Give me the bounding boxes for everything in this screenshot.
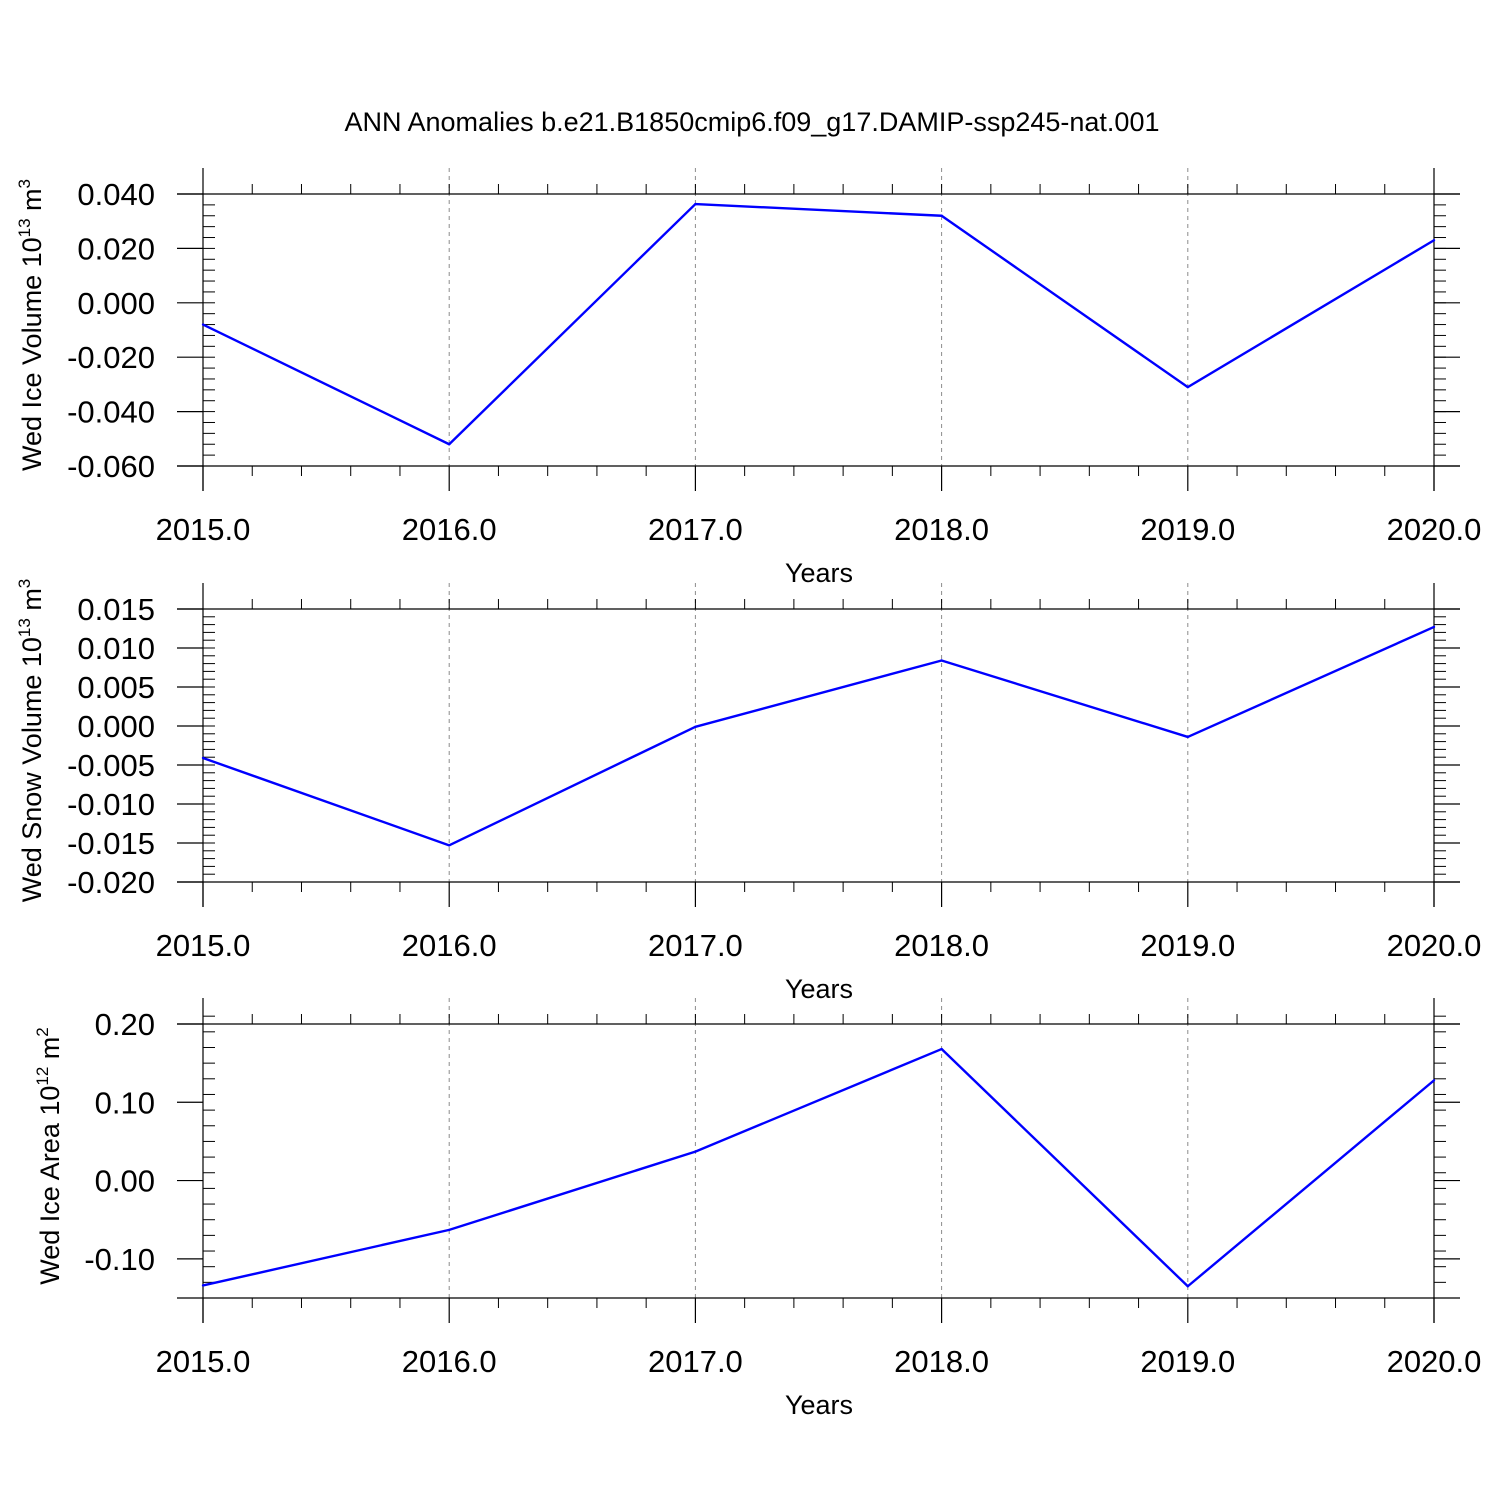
y-tick-label: -0.10 [84, 1242, 155, 1277]
data-point [694, 1150, 697, 1153]
y-tick-label: 0.010 [77, 631, 155, 666]
x-tick-label: 2019.0 [1140, 1344, 1235, 1379]
data-point [201, 323, 205, 326]
x-tick-label: 2017.0 [648, 1344, 743, 1379]
panel-3: -0.10 0.00 0.10 0.20 2015.0 2016.0 2017.0 2018.… [33, 998, 1481, 1420]
data-point [448, 844, 451, 847]
data-point [1432, 239, 1436, 242]
data-point [201, 756, 205, 760]
y-axis-label-superscript: 3 [15, 579, 34, 588]
y-tick-label: -0.005 [67, 748, 155, 783]
y-tick-label: -0.040 [67, 395, 155, 430]
data-point [448, 1228, 451, 1232]
data-point [1186, 1285, 1190, 1288]
series-line [202, 625, 1435, 847]
data-point [940, 214, 943, 217]
x-tick-label: 2018.0 [894, 512, 989, 547]
x-tick-label: 2016.0 [402, 512, 497, 547]
y-tick-label: 0.10 [95, 1085, 155, 1120]
y-tick-label: 0.000 [77, 286, 155, 321]
series-line [202, 1047, 1435, 1288]
x-axis-label: Years [785, 558, 853, 588]
data-point [1186, 735, 1190, 739]
y-axis-label-superscript: 13 [15, 218, 34, 237]
y-axis-label-superscript: 13 [15, 618, 34, 637]
y-tick-label: 0.040 [77, 177, 155, 212]
y-axis-label-part: m [17, 188, 47, 218]
y-axis-label-superscript: 2 [33, 1027, 52, 1036]
y-axis-label-part: m [35, 1037, 65, 1067]
x-tick-label: 2020.0 [1387, 1344, 1482, 1379]
y-axis-label-part: Wed Snow Volume 10 [17, 637, 47, 902]
x-tick-label: 2016.0 [402, 1344, 497, 1379]
x-tick-label: 2020.0 [1387, 928, 1482, 963]
data-point [1432, 625, 1436, 629]
y-axis-label-part: Wed Ice Volume 10 [17, 237, 47, 471]
x-tick-label: 2018.0 [894, 928, 989, 963]
y-axis-label: Wed Ice Volume 1013 m3 [15, 179, 47, 471]
data-point [1432, 1079, 1436, 1082]
y-tick-label: 0.015 [77, 592, 155, 627]
y-tick-label: -0.010 [67, 787, 155, 822]
panel-2: -0.020 -0.015 -0.010 -0.005 0.000 0.005 0.010 0… [15, 579, 1481, 1004]
y-tick-label: 0.00 [95, 1164, 155, 1199]
panel-1: -0.060 -0.040 -0.020 0.000 0.020 0.040 2015.0 2… [15, 168, 1481, 588]
panels: -0.060 -0.040 -0.020 0.000 0.020 0.040 2015.0 2… [15, 168, 1481, 1420]
figure-title: ANN Anomalies b.e21.B1850cmip6.f09_g17.D… [345, 107, 1160, 137]
y-tick-label: -0.060 [67, 449, 155, 484]
data-point [201, 1284, 205, 1287]
y-axis-label-part: m [17, 588, 47, 618]
x-tick-label: 2015.0 [156, 1344, 251, 1379]
y-axis-label-superscript: 12 [33, 1067, 52, 1086]
y-tick-label: 0.020 [77, 231, 155, 266]
data-point [1186, 385, 1190, 389]
data-point [694, 725, 697, 728]
x-tick-label: 2017.0 [648, 928, 743, 963]
x-tick-label: 2016.0 [402, 928, 497, 963]
data-point [694, 202, 697, 206]
data-point [448, 443, 451, 446]
y-tick-label: -0.020 [67, 865, 155, 900]
y-axis-label-part: Wed Ice Area 10 [35, 1086, 65, 1285]
data-point [940, 659, 943, 662]
y-tick-label: 0.000 [77, 709, 155, 744]
x-tick-label: 2015.0 [156, 512, 251, 547]
x-tick-label: 2019.0 [1140, 512, 1235, 547]
x-tick-label: 2015.0 [156, 928, 251, 963]
y-axis-label: Wed Ice Area 1012 m2 [33, 1027, 65, 1285]
y-axis-label: Wed Snow Volume 1013 m3 [15, 579, 47, 903]
x-axis-label: Years [785, 974, 853, 1004]
x-tick-label: 2020.0 [1387, 512, 1482, 547]
series-line [202, 202, 1435, 446]
y-tick-label: -0.015 [67, 826, 155, 861]
y-tick-label: 0.20 [95, 1007, 155, 1042]
y-tick-label: -0.020 [67, 340, 155, 375]
x-axis-label: Years [785, 1390, 853, 1420]
y-axis-label-superscript: 3 [15, 179, 34, 188]
x-tick-label: 2019.0 [1140, 928, 1235, 963]
y-tick-label: 0.005 [77, 670, 155, 705]
x-tick-label: 2017.0 [648, 512, 743, 547]
x-tick-label: 2018.0 [894, 1344, 989, 1379]
data-point [940, 1047, 943, 1051]
